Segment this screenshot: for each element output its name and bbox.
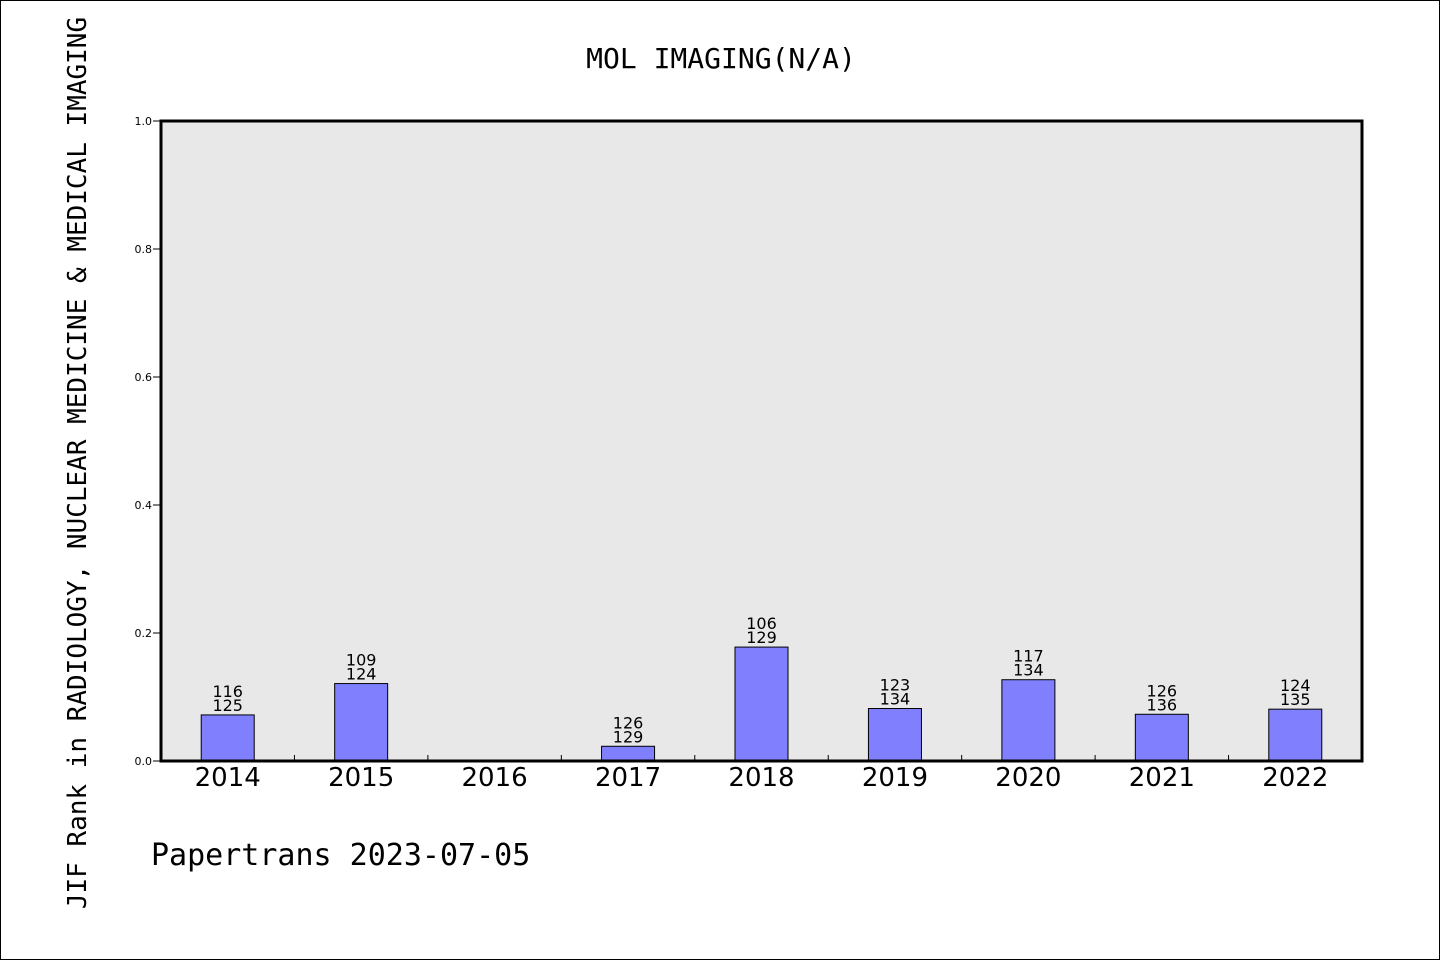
x-tick-label: 2014 <box>195 763 261 793</box>
bar-total-label: 125 <box>212 696 243 715</box>
bar-total-label: 136 <box>1147 695 1178 714</box>
bar-total-label: 135 <box>1280 690 1311 709</box>
bar-rank-label: 126 <box>613 713 644 732</box>
x-tick-label: 2021 <box>1129 763 1195 793</box>
y-axis-label: JIF Rank in RADIOLOGY, NUCLEAR MEDICINE … <box>63 17 93 909</box>
y-tick-label: 0.8 <box>135 243 153 256</box>
bar-2015 <box>334 683 389 762</box>
bar-total-label: 134 <box>1013 661 1044 680</box>
y-tick-label: 1.0 <box>135 115 153 128</box>
y-tick-label: 0.0 <box>135 755 153 768</box>
bar-rank-label: 124 <box>1280 676 1311 695</box>
x-axis: 2014 2015 2016 2017 2018 2019 2020 2021 2022 <box>195 755 1328 793</box>
bar-rank-label: 109 <box>346 651 377 670</box>
bar-2018 <box>734 646 789 762</box>
x-tick-label: 2017 <box>595 763 661 793</box>
bar-2017 <box>601 745 656 762</box>
x-tick-label: 2022 <box>1262 763 1328 793</box>
bar-2014 <box>200 714 255 762</box>
x-tick-label: 2018 <box>728 763 794 793</box>
bar-rank-label: 106 <box>746 614 777 633</box>
credit-text: Papertrans 2023-07-05 <box>151 838 530 873</box>
bar-2019 <box>867 708 922 762</box>
x-tick-label: 2015 <box>328 763 394 793</box>
y-axis: 0.0 0.2 0.4 0.6 0.8 1.0 <box>135 115 161 768</box>
bar-total-label: 124 <box>346 665 377 684</box>
bar-total-label: 129 <box>746 628 777 647</box>
x-tick-label: 2016 <box>462 763 528 793</box>
bar-total-label: 134 <box>880 690 911 709</box>
plot-border <box>159 119 1364 763</box>
bar-2020 <box>1001 679 1056 762</box>
bar-total-label: 129 <box>613 727 644 746</box>
x-tick-label: 2019 <box>862 763 928 793</box>
bar-rank-label: 123 <box>880 676 911 695</box>
bar-rank-label: 126 <box>1147 681 1178 700</box>
x-tick-label: 2020 <box>995 763 1061 793</box>
y-tick-label: 0.4 <box>135 499 153 512</box>
bar-labels: 1161251091241261291061291231341171341261… <box>212 614 1310 746</box>
y-tick-label: 0.6 <box>135 371 153 384</box>
bar-rank-label: 116 <box>212 682 243 701</box>
bar-2022 <box>1268 708 1323 762</box>
bar-2021 <box>1134 713 1189 762</box>
bars <box>200 646 1323 762</box>
chart-title: MOL IMAGING(N/A) <box>586 42 856 75</box>
bar-rank-label: 117 <box>1013 647 1044 666</box>
y-tick-label: 0.2 <box>135 627 153 640</box>
